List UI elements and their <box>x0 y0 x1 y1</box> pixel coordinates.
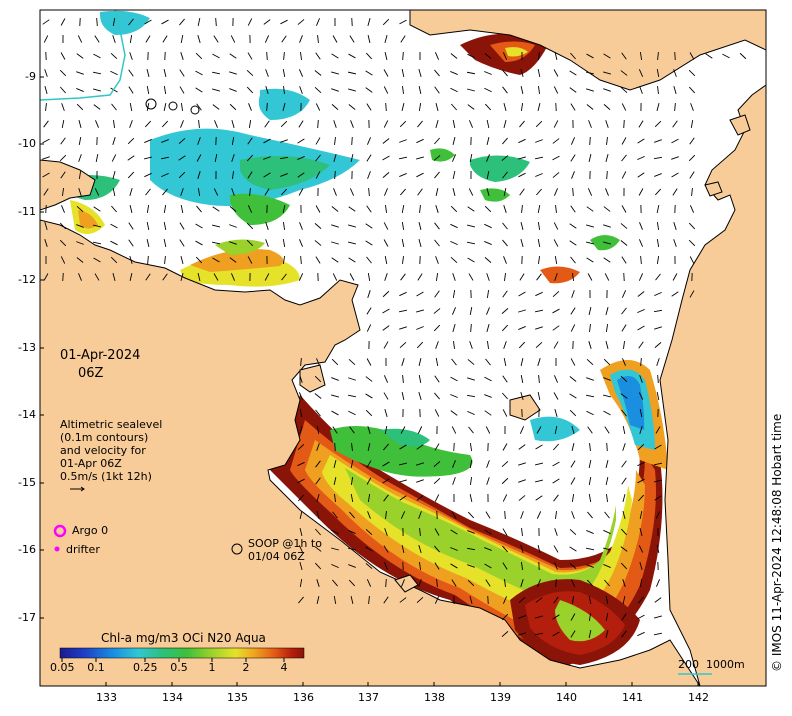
latitude-label: -17 <box>18 611 36 624</box>
longitude-label: 133 <box>96 691 117 704</box>
longitude-label: 136 <box>293 691 314 704</box>
latitude-label: -12 <box>18 273 36 286</box>
longitude-label: 141 <box>622 691 643 704</box>
argo-marker <box>53 524 67 538</box>
boundary-line <box>40 10 126 101</box>
latitude-label: -14 <box>18 408 36 421</box>
colorbar-tick-label: 0.5 <box>170 661 188 674</box>
altimetry-note-line: and velocity for <box>60 444 146 457</box>
colorbar-ticks <box>61 658 285 662</box>
drifter-marker <box>54 546 60 552</box>
longitude-label: 140 <box>556 691 577 704</box>
altimetry-note-line: 01-Apr 06Z <box>60 457 122 470</box>
scale-bar-label-1000: 1000m <box>706 658 745 671</box>
soop-track-circle <box>145 98 157 110</box>
drifter-legend-label: drifter <box>66 543 100 556</box>
longitude-label: 135 <box>227 691 248 704</box>
soop-legend-label: SOOP @1h to 01/04 06Z <box>248 537 322 563</box>
colorbar-tick-label: 0.1 <box>87 661 105 674</box>
altimetry-note-line: 0.5m/s (1kt 12h) <box>60 470 152 483</box>
longitude-ticks <box>105 682 699 686</box>
longitude-label: 142 <box>688 691 709 704</box>
soop-track-circle <box>190 105 200 115</box>
timestamp-date: 01-Apr-2024 <box>60 348 141 363</box>
velocity-arrows <box>42 17 747 639</box>
latitude-label: -15 <box>18 476 36 489</box>
latitude-label: -10 <box>18 137 36 150</box>
altimetry-note-line: (0.1m contours) <box>60 431 149 444</box>
soop-track-circle <box>168 101 178 111</box>
latitude-label: -11 <box>18 205 36 218</box>
latitude-label: -13 <box>18 341 36 354</box>
colorbar-tick-label: 4 <box>280 661 288 674</box>
longitude-label: 138 <box>424 691 445 704</box>
timestamp-time: 06Z <box>78 366 104 381</box>
colorbar-tick-label: 0.25 <box>133 661 158 674</box>
colorbar-tick-label: 1 <box>208 661 216 674</box>
scale-bar-label-200: 200 <box>678 658 699 671</box>
altimetry-note-line: Altimetric sealevel <box>60 418 163 431</box>
longitude-label: 139 <box>490 691 511 704</box>
colorbar-gradient <box>59 647 305 659</box>
colorbar-tick-label: 2 <box>242 661 250 674</box>
imos-credit: © IMOS 11-Apr-2024 12:48:08 Hobart time <box>770 413 784 672</box>
latitude-label: -9 <box>25 70 36 83</box>
soop-marker <box>231 543 243 555</box>
land-layer <box>40 10 766 686</box>
longitude-label: 134 <box>162 691 183 704</box>
altimetry-note: Altimetric sealevel (0.1m contours) and … <box>60 418 162 483</box>
latitude-label: -16 <box>18 543 36 556</box>
latitude-ticks <box>40 76 44 619</box>
longitude-label: 137 <box>358 691 379 704</box>
colorbar-tick-label: 0.05 <box>50 661 75 674</box>
colorbar-title: Chl-a mg/m3 OCi N20 Aqua <box>101 631 266 645</box>
argo-legend-label: Argo 0 <box>72 524 109 537</box>
